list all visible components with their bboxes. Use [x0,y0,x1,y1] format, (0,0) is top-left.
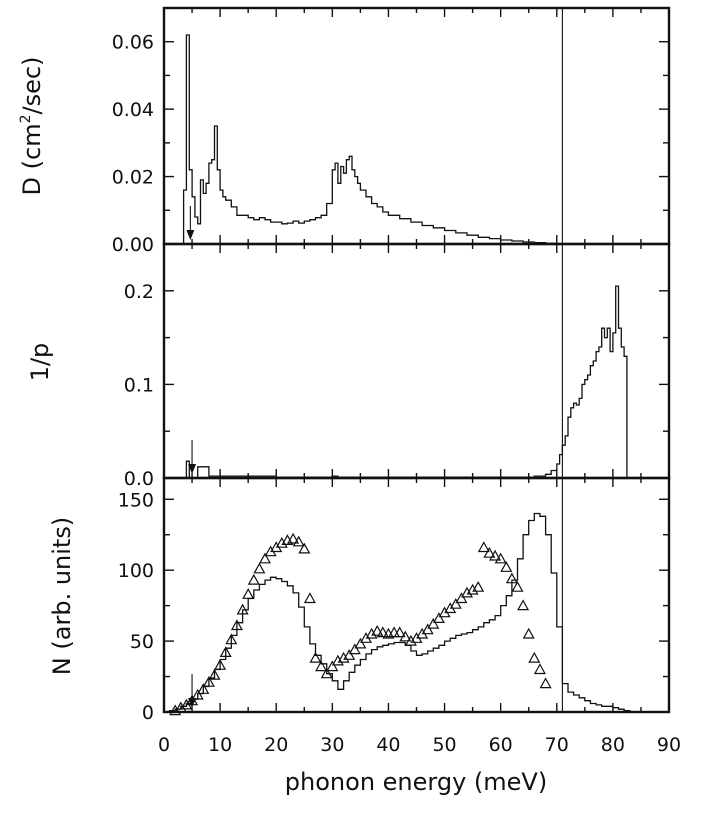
x-tick-label: 50 [432,734,456,756]
data-point-triangle [326,660,339,672]
data-point-triangle [427,617,440,629]
panel-bottom-plot [164,512,631,716]
y-axis-title-top: D (cm2/sec) [18,57,46,196]
data-point-triangle [348,643,361,655]
series-histogram [182,34,564,245]
data-point-triangle [404,634,417,646]
data-point-triangle [309,651,322,663]
data-point-triangle [287,532,300,544]
panel-top-frame [162,6,671,246]
x-tick-label: 60 [489,734,513,756]
data-point-triangle [522,627,535,639]
arrow-head-icon [186,230,195,240]
annotations [186,8,563,712]
data-point-triangle [511,580,524,592]
axis-ticks: 0.00 0.02 0.04 0.06 0.0 0.1 0.2 0 50 100 150 0 10 20 3… [112,7,681,756]
y-tick-label: 0.00 [112,234,154,256]
data-point-triangle [455,592,468,604]
series-histogram [164,512,631,713]
data-point-triangle [242,588,255,599]
data-point-triangle [298,542,311,554]
data-point-triangle [174,701,187,713]
data-point-triangle [303,592,316,604]
y-tick-label: 0.04 [112,99,154,121]
y-axis-title-bottom: N (arb. units) [48,517,76,675]
data-point-triangle [208,668,221,680]
y-tick-label: 0.06 [112,32,154,54]
data-point-triangle [533,663,546,675]
data-point-triangle [253,562,266,574]
data-point-triangle [169,704,182,716]
data-point-triangle [236,603,249,615]
data-point-triangle [331,654,344,666]
data-point-triangle [393,626,406,638]
data-point-triangle [483,546,496,558]
data-point-triangle [371,624,384,636]
data-point-triangle [376,626,389,638]
data-point-triangle [489,549,502,561]
arrow-head-icon [188,698,197,708]
data-point-triangle [197,683,210,694]
data-point-triangle [292,535,305,547]
y-tick-label: 0 [142,702,154,724]
arrow-head-icon [188,464,197,474]
y-tick-label: 0.2 [124,281,154,303]
data-point-triangle [399,630,412,642]
data-point-triangle [247,573,260,585]
y-tick-label: 150 [118,489,154,511]
y-tick-label: 100 [118,560,154,582]
data-point-triangle [225,633,238,645]
y-axis-title-middle: 1/p [26,343,54,382]
data-point-triangle [466,583,479,595]
x-tick-label: 20 [264,734,288,756]
series-histogram [164,285,630,479]
data-point-triangle [258,552,272,564]
x-tick-label: 40 [376,734,400,756]
data-point-triangle [320,667,333,679]
data-point-triangle [472,580,485,592]
data-point-triangle [528,651,541,663]
data-point-triangle [432,612,445,624]
data-point-triangle [460,586,474,598]
data-point-triangle [500,561,513,572]
panel-top-plot [182,34,564,245]
x-tick-label: 90 [657,734,681,756]
data-point-triangle [219,646,232,658]
panel-bottom-frame [162,476,671,714]
y-tick-label: 0.1 [124,374,154,396]
panel-middle-plot [164,285,630,479]
data-point-triangle [449,597,462,609]
y-tick-label: 0.0 [124,468,154,490]
data-point-triangle [337,651,350,663]
data-point-triangle [202,675,215,687]
x-tick-label: 80 [601,734,625,756]
data-point-triangle [343,649,356,660]
data-point-triangle [365,627,378,639]
x-tick-label: 0 [158,734,170,756]
y-tick-label: 50 [130,631,154,653]
x-tick-label: 10 [208,734,232,756]
data-point-triangle [494,552,507,564]
data-point-triangle [275,536,288,548]
data-point-triangle [354,637,367,649]
data-point-triangle [230,619,243,631]
x-tick-label: 70 [545,734,569,756]
data-point-triangle [505,572,518,584]
data-point-triangle [477,541,490,553]
y-tick-label: 0.02 [112,167,154,189]
x-tick-label: 30 [320,734,344,756]
data-point-triangle [517,599,530,611]
data-point-triangle [421,623,434,635]
x-axis-title: phonon energy (meV) [285,768,547,796]
data-point-triangle [539,677,552,689]
data-point-triangle [214,658,227,670]
data-point-triangle [315,660,328,672]
data-point-triangle [191,688,204,700]
